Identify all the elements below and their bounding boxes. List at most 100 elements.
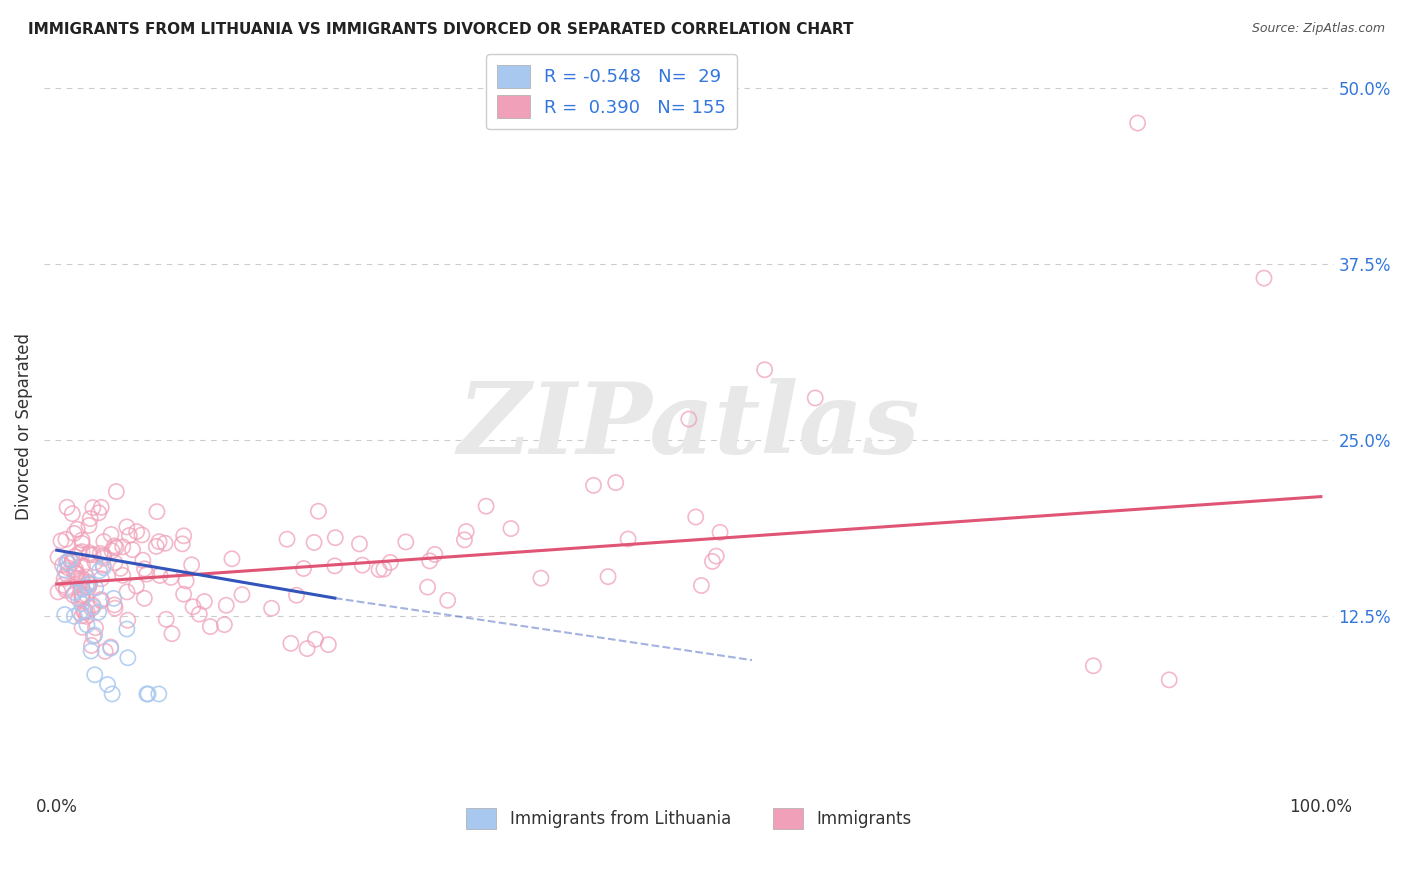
Point: [103, 591, 125, 606]
Point: [70, 608, 93, 623]
Point: [260, 601, 283, 615]
Point: [72, 559, 94, 574]
Point: [73, 604, 96, 618]
Point: [307, 504, 329, 518]
Point: [135, 567, 157, 582]
Point: [93, 551, 115, 566]
Point: [148, 687, 170, 701]
Point: [70, 581, 93, 595]
Point: [90, 572, 112, 586]
Point: [1159, 673, 1181, 687]
Point: [702, 554, 724, 568]
Point: [66, 566, 89, 581]
Point: [188, 607, 211, 621]
Point: [145, 540, 167, 554]
Point: [82, 629, 104, 643]
Point: [59, 552, 82, 566]
Point: [1083, 658, 1105, 673]
Point: [215, 599, 238, 613]
Point: [149, 568, 172, 582]
Point: [323, 531, 346, 545]
Point: [77, 576, 100, 591]
Point: [65, 566, 87, 581]
Point: [70, 591, 93, 605]
Point: [91, 558, 114, 573]
Point: [101, 543, 124, 558]
Point: [103, 539, 125, 553]
Point: [55, 555, 77, 569]
Point: [55, 581, 77, 595]
Point: [704, 549, 727, 563]
Point: [117, 613, 139, 627]
Point: [77, 518, 100, 533]
Point: [754, 363, 776, 377]
Point: [193, 594, 215, 608]
Point: [72, 582, 94, 597]
Point: [56, 500, 79, 515]
Point: [231, 588, 253, 602]
Point: [83, 667, 105, 681]
Point: [80, 644, 103, 658]
Point: [96, 677, 118, 691]
Point: [115, 585, 138, 599]
Point: [690, 578, 713, 592]
Point: [596, 569, 619, 583]
Point: [352, 558, 374, 573]
Point: [101, 687, 124, 701]
Point: [70, 620, 93, 634]
Point: [84, 581, 107, 595]
Point: [56, 556, 79, 570]
Point: [70, 533, 93, 548]
Point: [70, 597, 93, 611]
Point: [49, 533, 72, 548]
Point: [63, 526, 86, 541]
Point: [605, 475, 627, 490]
Point: [90, 592, 112, 607]
Point: [685, 510, 707, 524]
Point: [76, 605, 98, 619]
Point: [75, 570, 97, 584]
Y-axis label: Divorced or Separated: Divorced or Separated: [15, 333, 32, 520]
Point: [77, 576, 100, 591]
Point: [77, 581, 100, 595]
Point: [115, 622, 138, 636]
Point: [90, 594, 112, 608]
Point: [80, 601, 103, 615]
Point: [60, 553, 83, 567]
Point: [51, 558, 73, 573]
Point: [280, 636, 302, 650]
Point: [475, 499, 498, 513]
Point: [70, 574, 93, 588]
Point: [53, 607, 76, 622]
Point: [53, 563, 76, 577]
Point: [70, 536, 93, 550]
Point: [67, 546, 90, 560]
Point: [1253, 271, 1275, 285]
Point: [423, 548, 446, 562]
Point: [70, 571, 93, 585]
Point: [174, 574, 197, 588]
Point: [89, 564, 111, 578]
Point: [63, 609, 86, 624]
Point: [349, 537, 371, 551]
Point: [58, 561, 80, 575]
Point: [416, 580, 439, 594]
Point: [173, 529, 195, 543]
Point: [93, 534, 115, 549]
Point: [292, 561, 315, 575]
Point: [90, 500, 112, 515]
Point: [295, 641, 318, 656]
Point: [105, 484, 128, 499]
Point: [63, 585, 86, 599]
Point: [200, 619, 222, 633]
Point: [70, 588, 93, 602]
Point: [318, 638, 340, 652]
Point: [155, 612, 177, 626]
Point: [75, 587, 97, 601]
Point: [285, 588, 308, 602]
Point: [84, 556, 107, 570]
Point: [77, 575, 100, 590]
Text: Source: ZipAtlas.com: Source: ZipAtlas.com: [1251, 22, 1385, 36]
Point: [82, 598, 104, 612]
Text: IMMIGRANTS FROM LITHUANIA VS IMMIGRANTS DIVORCED OR SEPARATED CORRELATION CHART: IMMIGRANTS FROM LITHUANIA VS IMMIGRANTS …: [28, 22, 853, 37]
